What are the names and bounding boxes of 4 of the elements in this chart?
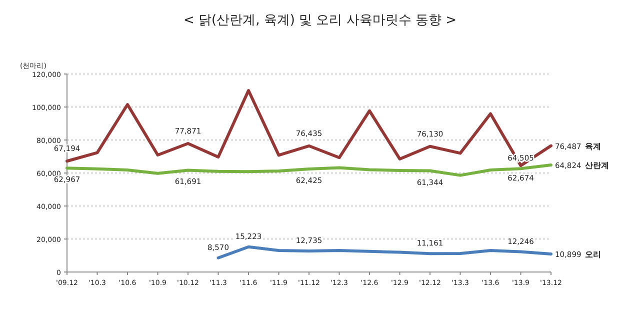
text: 오리 xyxy=(585,250,601,260)
text: 산란계 xyxy=(585,161,609,170)
text: 육계 xyxy=(585,142,601,151)
chart-title: < 닭(산란계, 육계) 및 오리 사육마릿수 동향 > xyxy=(184,13,456,28)
